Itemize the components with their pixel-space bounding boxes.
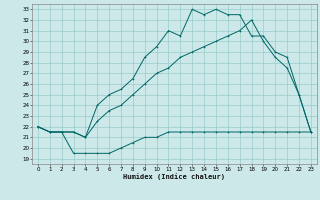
X-axis label: Humidex (Indice chaleur): Humidex (Indice chaleur) <box>124 173 225 180</box>
